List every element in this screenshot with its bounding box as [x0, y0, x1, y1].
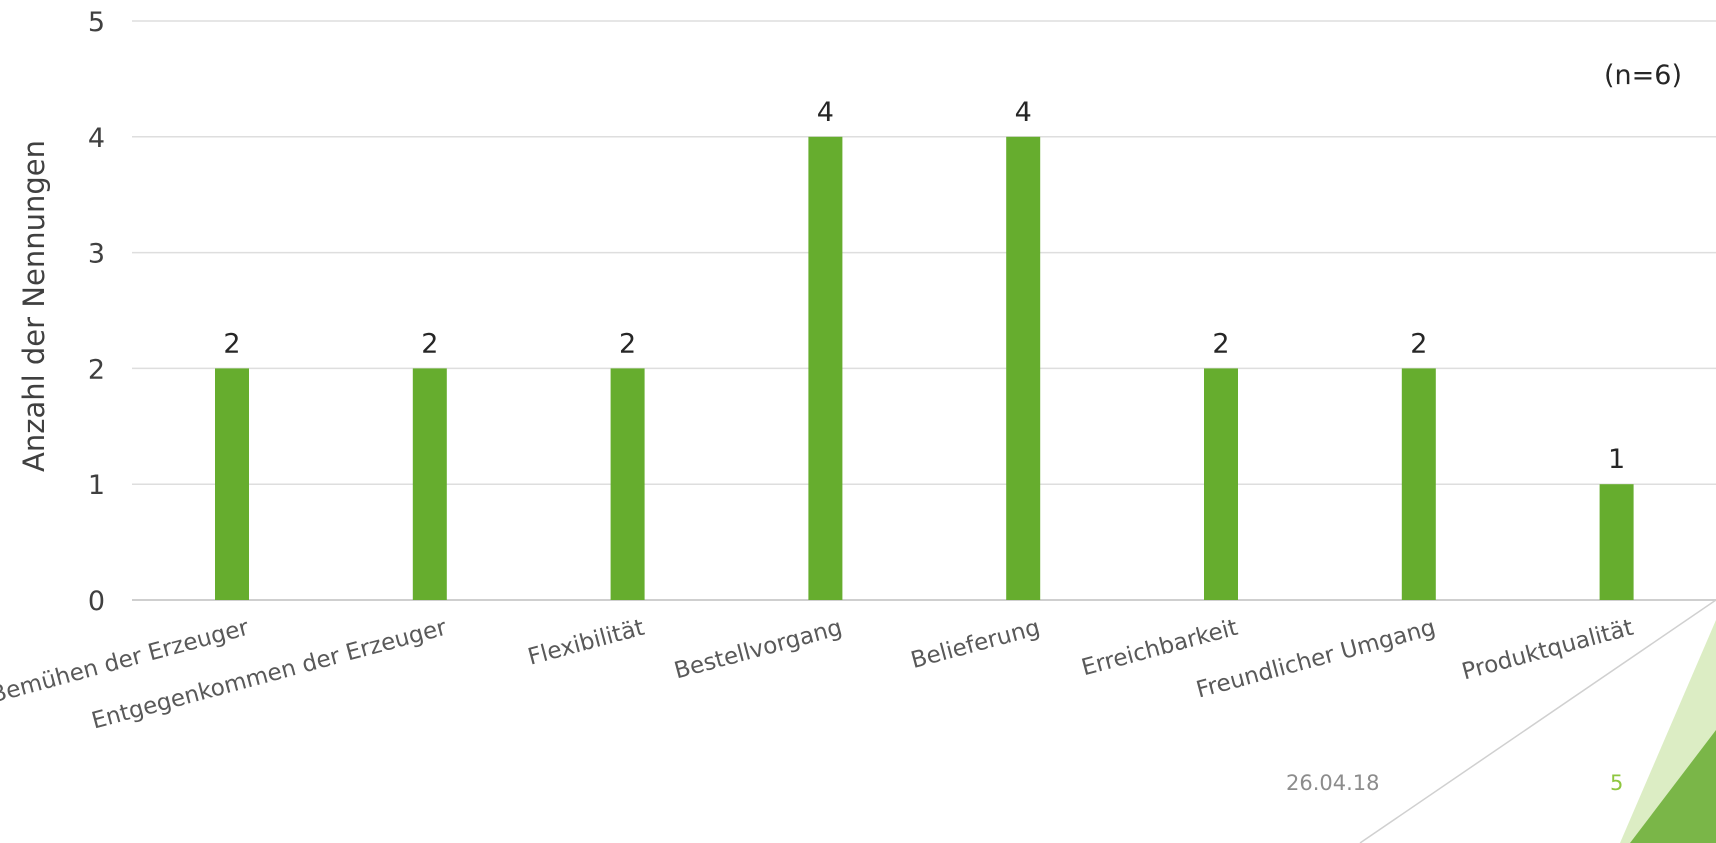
- data-label: 2: [223, 328, 240, 359]
- y-axis-label: Anzahl der Nennungen: [17, 140, 51, 472]
- y-tick-label: 3: [88, 239, 105, 270]
- y-tick-label: 5: [88, 7, 105, 38]
- slide-page-number: 5: [1610, 771, 1623, 795]
- slide-date: 26.04.18: [1286, 771, 1380, 795]
- bar: [610, 368, 645, 600]
- data-label: 2: [1410, 328, 1427, 359]
- bar: [1599, 484, 1634, 600]
- data-label: 2: [1212, 328, 1229, 359]
- y-tick-label: 0: [88, 586, 105, 617]
- y-axis-ticks: 0 1 2 3 4 5: [88, 7, 105, 617]
- data-label: 2: [619, 328, 636, 359]
- y-tick-label: 1: [88, 470, 105, 501]
- gridlines: [132, 20, 1716, 601]
- data-label: 4: [1015, 97, 1032, 128]
- bar: [1401, 368, 1436, 600]
- category-label: Bestellvorgang: [672, 615, 845, 685]
- sample-size-note: (n=6): [1604, 60, 1682, 91]
- category-label: Produktqualität: [1459, 615, 1636, 686]
- decor-line: [1359, 599, 1716, 843]
- data-labels: 2 2 2 4 4 2 2 1: [223, 97, 1625, 475]
- bar: [215, 368, 249, 600]
- slide-decoration: [1359, 599, 1716, 843]
- category-label: Flexibilität: [525, 615, 647, 671]
- bar: [1204, 368, 1238, 600]
- category-label: Erreichbarkeit: [1079, 615, 1241, 682]
- data-label: 1: [1608, 444, 1625, 475]
- data-label: 4: [817, 97, 834, 128]
- y-tick-label: 4: [88, 123, 105, 154]
- data-label: 2: [421, 328, 438, 359]
- bars: [215, 136, 1634, 601]
- decor-triangle-dark: [1630, 730, 1716, 843]
- category-label: Belieferung: [908, 615, 1043, 674]
- bar: [1006, 136, 1041, 601]
- y-tick-label: 2: [88, 354, 105, 385]
- bar: [412, 368, 447, 600]
- category-label: Entgegenkommen der Erzeuger: [89, 615, 450, 735]
- bar: [808, 136, 843, 601]
